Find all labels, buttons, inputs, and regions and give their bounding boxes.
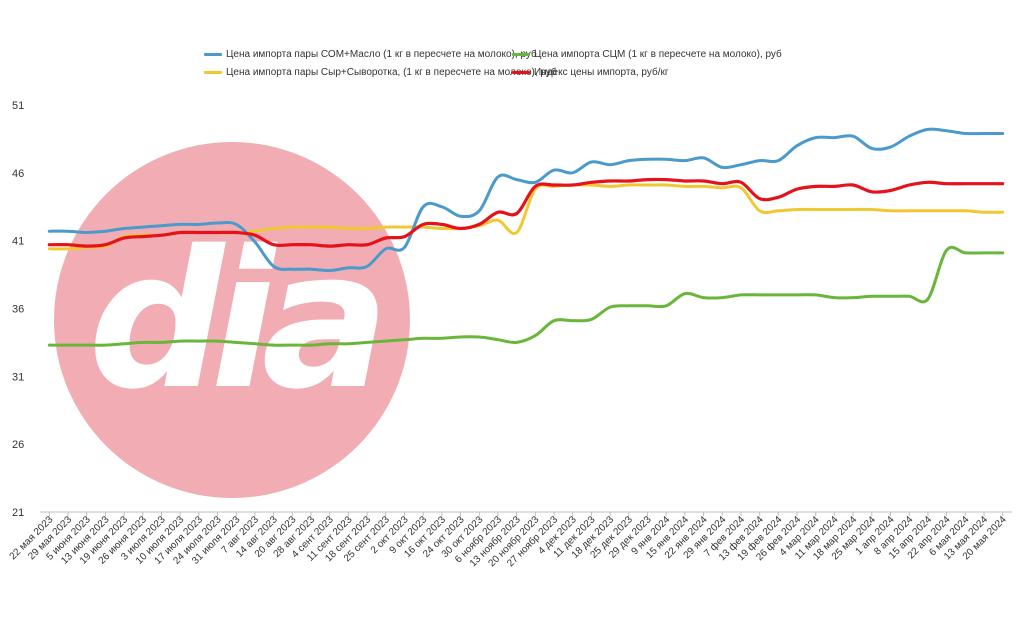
legend-swatch [512,71,530,74]
series-line-0 [47,127,1005,273]
y-tick-label: 51 [12,100,24,112]
y-tick-label: 36 [12,304,24,316]
legend-swatch [204,53,222,56]
legend-swatch [204,71,222,74]
watermark-text: dia [88,210,378,431]
series-line-3 [47,177,1005,248]
legend-label: Цена импорта пары Сыр+Сыворотка, (1 кг в… [226,67,557,78]
legend-swatch [512,53,530,56]
y-axis: 21 26 31 36 41 46 51 [12,100,24,519]
watermark-circle [54,142,410,498]
legend-label: Цена импорта пары СОМ+Масло (1 кг в пере… [226,49,537,60]
y-tick-label: 41 [12,236,24,248]
y-tick-label: 31 [12,371,24,383]
legend-label: Цена импорта СЦМ (1 кг в пересчете на мо… [534,49,782,60]
legend-item-syr-syvorotka: Цена импорта пары Сыр+Сыворотка, (1 кг в… [204,67,557,78]
y-tick-label: 46 [12,168,24,180]
y-tick-label: 26 [12,439,24,451]
legend-item-scm: Цена импорта СЦМ (1 кг в пересчете на мо… [512,49,782,60]
legend-item-som-maslo: Цена импорта пары СОМ+Масло (1 кг в пере… [204,49,537,60]
y-tick-label: 21 [12,507,24,519]
dia-watermark-logo: dia [54,142,410,498]
series-line-1 [47,245,1005,347]
legend-item-index: Индекс цены импорта, руб/кг [512,67,669,78]
series-layer [47,127,1005,347]
legend-label: Индекс цены импорта, руб/кг [534,67,669,78]
